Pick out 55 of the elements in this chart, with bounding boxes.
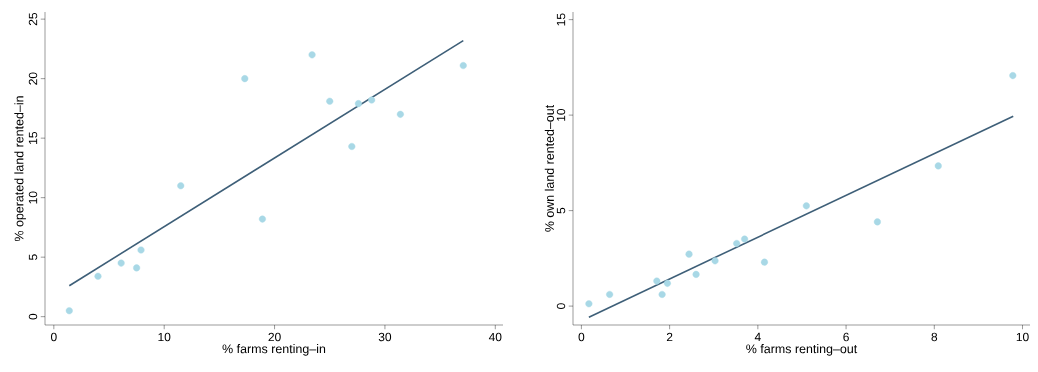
x-tick-label: 6 bbox=[843, 332, 849, 342]
point bbox=[606, 290, 614, 298]
x-axis-title: % farms renting–in bbox=[222, 344, 326, 356]
point bbox=[741, 235, 749, 243]
y-tick-label: 0 bbox=[28, 313, 38, 320]
point bbox=[133, 264, 141, 272]
x-tick-label: 0 bbox=[50, 332, 57, 342]
point bbox=[137, 246, 145, 254]
point bbox=[396, 110, 404, 118]
point bbox=[663, 279, 671, 287]
y-tick-label: 10 bbox=[28, 191, 38, 204]
point bbox=[873, 218, 881, 226]
point bbox=[368, 96, 376, 104]
point bbox=[177, 182, 185, 190]
x-tick-label: 30 bbox=[378, 332, 392, 342]
point bbox=[117, 259, 125, 267]
point bbox=[934, 162, 942, 170]
point bbox=[348, 142, 356, 150]
y-tick-label: 10 bbox=[556, 108, 566, 121]
x-axis-title: % farms renting–out bbox=[746, 344, 858, 356]
y-tick-label: 15 bbox=[556, 13, 566, 26]
point bbox=[1009, 72, 1017, 80]
y-tick-label: 20 bbox=[28, 72, 38, 85]
point bbox=[459, 62, 467, 70]
point bbox=[258, 215, 266, 223]
x-tick-label: 2 bbox=[666, 332, 673, 342]
y-axis-title: % operated land rented–in bbox=[14, 96, 26, 242]
point bbox=[685, 250, 693, 258]
point bbox=[733, 239, 741, 247]
x-tick-label: 0 bbox=[578, 332, 585, 342]
point bbox=[326, 97, 334, 105]
y-axis-title: % own land rented–out bbox=[544, 104, 554, 232]
point bbox=[241, 75, 249, 83]
x-tick-label: 40 bbox=[488, 332, 502, 342]
y-tick-label: 15 bbox=[28, 132, 38, 144]
y-tick-label: 0 bbox=[556, 303, 566, 309]
x-tick-label: 10 bbox=[1016, 332, 1029, 342]
y-tick-label: 5 bbox=[556, 207, 566, 214]
point bbox=[653, 277, 661, 285]
point bbox=[658, 290, 666, 298]
point bbox=[802, 202, 810, 210]
x-tick-label: 20 bbox=[268, 332, 281, 342]
point bbox=[65, 307, 73, 315]
point bbox=[692, 270, 700, 278]
point bbox=[585, 300, 593, 308]
x-tick-label: 10 bbox=[158, 332, 171, 342]
x-tick-label: 8 bbox=[931, 332, 938, 342]
x-tick-label: 4 bbox=[754, 332, 761, 341]
point bbox=[94, 272, 102, 280]
point bbox=[308, 51, 316, 59]
y-tick-label: 25 bbox=[28, 13, 38, 26]
y-tick-label: 5 bbox=[28, 254, 38, 260]
point bbox=[711, 257, 719, 265]
point bbox=[760, 258, 768, 266]
point bbox=[354, 100, 362, 108]
